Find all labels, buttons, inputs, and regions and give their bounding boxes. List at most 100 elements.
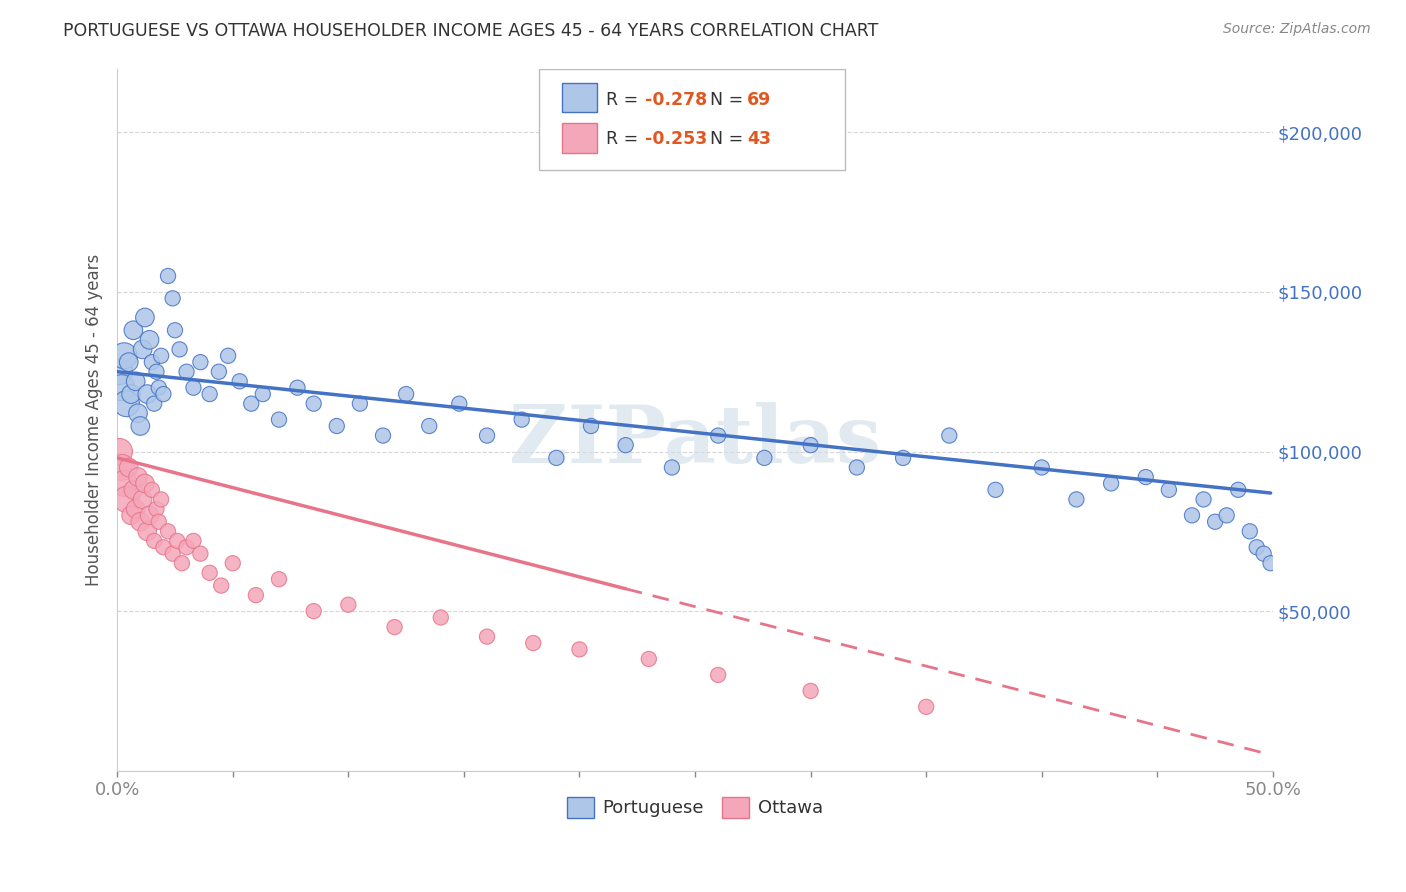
Point <box>1204 515 1226 529</box>
Point <box>112 476 135 491</box>
Point <box>162 291 184 305</box>
Text: ZIPatlas: ZIPatlas <box>509 401 882 480</box>
Text: -0.253: -0.253 <box>645 129 707 148</box>
Text: R =: R = <box>606 91 644 109</box>
Point <box>163 323 186 337</box>
Point <box>1260 556 1282 570</box>
Point <box>129 515 152 529</box>
Point <box>134 476 156 491</box>
Text: R =: R = <box>606 129 644 148</box>
Point <box>120 387 142 401</box>
Point <box>337 598 360 612</box>
Point <box>349 397 371 411</box>
Point <box>150 492 173 507</box>
Point <box>157 524 180 539</box>
Point <box>1099 476 1122 491</box>
Point <box>131 492 153 507</box>
Point <box>1227 483 1250 497</box>
Point <box>166 533 188 548</box>
Point <box>661 460 683 475</box>
Point <box>157 268 180 283</box>
Point <box>136 524 159 539</box>
Text: N =: N = <box>699 129 748 148</box>
FancyBboxPatch shape <box>562 83 596 112</box>
Text: Source: ZipAtlas.com: Source: ZipAtlas.com <box>1223 22 1371 37</box>
Point <box>800 438 823 452</box>
Point <box>384 620 406 634</box>
Point <box>176 541 198 555</box>
Point <box>198 387 221 401</box>
Point <box>209 578 232 592</box>
Point <box>122 483 145 497</box>
Point <box>245 588 267 602</box>
Point <box>176 365 198 379</box>
Point <box>754 450 776 465</box>
Point <box>287 381 309 395</box>
Point <box>1253 547 1275 561</box>
Point <box>707 428 730 442</box>
Point <box>1215 508 1237 523</box>
Point <box>579 419 602 434</box>
Point <box>134 310 156 325</box>
Point <box>522 636 544 650</box>
Point <box>162 547 184 561</box>
Point <box>267 572 290 586</box>
Point <box>938 428 960 442</box>
Point <box>430 610 453 624</box>
Point <box>118 460 141 475</box>
Y-axis label: Householder Income Ages 45 - 64 years: Householder Income Ages 45 - 64 years <box>86 253 103 586</box>
Point <box>143 533 166 548</box>
Point <box>152 541 174 555</box>
Point <box>136 387 159 401</box>
Point <box>326 419 349 434</box>
Point <box>637 652 659 666</box>
Point <box>127 406 149 420</box>
Point <box>984 483 1007 497</box>
FancyBboxPatch shape <box>562 123 596 153</box>
Point <box>141 483 163 497</box>
Point <box>208 365 231 379</box>
Point <box>252 387 274 401</box>
Point <box>891 450 914 465</box>
Point <box>183 533 205 548</box>
Point <box>915 699 938 714</box>
Point <box>125 374 148 388</box>
Point <box>111 460 134 475</box>
Point <box>418 419 440 434</box>
Point <box>148 515 170 529</box>
Point <box>148 381 170 395</box>
Text: N =: N = <box>699 91 748 109</box>
Point <box>1192 492 1215 507</box>
Point <box>267 412 290 426</box>
Point <box>152 387 174 401</box>
Point <box>170 556 193 570</box>
Point <box>115 397 138 411</box>
Point <box>1246 541 1268 555</box>
Point <box>1135 470 1157 484</box>
Point <box>143 397 166 411</box>
Point <box>217 349 239 363</box>
Point <box>108 365 131 379</box>
Point <box>228 374 250 388</box>
Text: PORTUGUESE VS OTTAWA HOUSEHOLDER INCOME AGES 45 - 64 YEARS CORRELATION CHART: PORTUGUESE VS OTTAWA HOUSEHOLDER INCOME … <box>63 22 879 40</box>
Point <box>145 502 167 516</box>
Point <box>395 387 418 401</box>
Point <box>127 470 149 484</box>
FancyBboxPatch shape <box>538 69 845 170</box>
Point <box>138 508 160 523</box>
Point <box>112 349 135 363</box>
Point <box>845 460 868 475</box>
Point <box>129 419 152 434</box>
Point <box>115 492 138 507</box>
Point <box>1181 508 1204 523</box>
Point <box>707 668 730 682</box>
Point <box>122 323 145 337</box>
Point <box>371 428 394 442</box>
Point <box>145 365 167 379</box>
Point <box>120 508 142 523</box>
Point <box>111 381 134 395</box>
Text: 69: 69 <box>747 91 772 109</box>
Point <box>183 381 205 395</box>
Point <box>138 333 160 347</box>
Point <box>240 397 263 411</box>
